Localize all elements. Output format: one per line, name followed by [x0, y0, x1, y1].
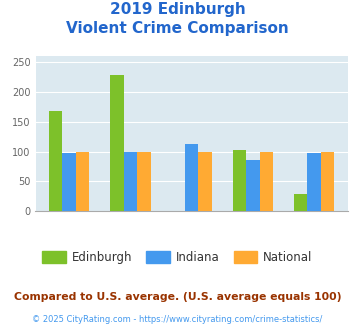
Bar [110, 75, 124, 211]
Bar [198, 151, 212, 211]
Text: 2019 Edinburgh: 2019 Edinburgh [110, 2, 245, 16]
Bar [124, 151, 137, 211]
Legend: Edinburgh, Indiana, National: Edinburgh, Indiana, National [38, 246, 317, 269]
Bar [76, 151, 89, 211]
Text: Compared to U.S. average. (U.S. average equals 100): Compared to U.S. average. (U.S. average … [14, 292, 341, 302]
Bar [233, 150, 246, 211]
Bar [246, 160, 260, 211]
Bar [62, 153, 76, 211]
Bar [137, 151, 151, 211]
Text: © 2025 CityRating.com - https://www.cityrating.com/crime-statistics/: © 2025 CityRating.com - https://www.city… [32, 315, 323, 324]
Bar [321, 151, 334, 211]
Bar [294, 194, 307, 211]
Bar [49, 111, 62, 211]
Bar [260, 151, 273, 211]
Bar [307, 153, 321, 211]
Text: Violent Crime Comparison: Violent Crime Comparison [66, 21, 289, 36]
Bar [185, 145, 198, 211]
